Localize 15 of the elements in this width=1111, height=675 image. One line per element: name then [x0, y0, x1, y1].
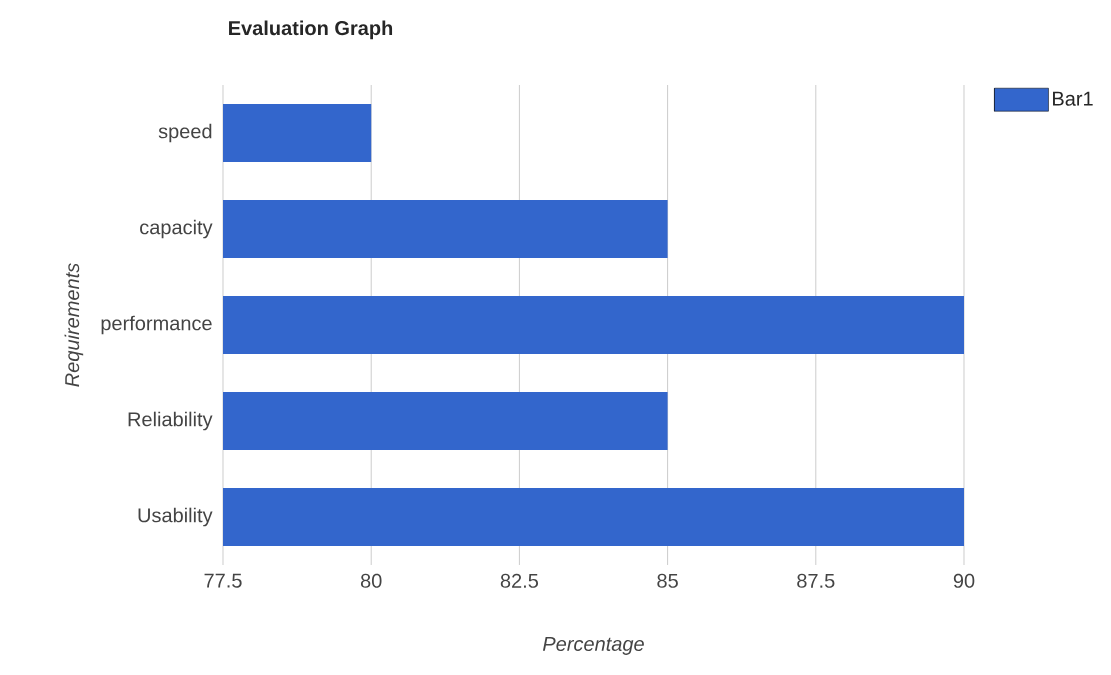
y-axis-title: Requirements	[64, 263, 84, 387]
x-axis-title: Percentage	[542, 637, 644, 655]
x-tick-label: 80	[360, 573, 382, 588]
x-tick-label: 87.5	[797, 573, 835, 588]
y-tick-label: Reliability	[128, 411, 213, 431]
x-tick-label: 82.5	[500, 573, 539, 588]
y-tick-label: Usability	[138, 507, 213, 527]
y-tick-label: speed	[158, 123, 212, 143]
y-tick-label: performance	[101, 315, 212, 335]
legend-label: Bar1	[1053, 91, 1093, 106]
x-tick-label: 77.5	[204, 573, 242, 588]
chart-title: Evaluation Graph	[229, 20, 393, 40]
y-tick-label: capacity	[140, 219, 213, 239]
x-tick-label: 85	[657, 573, 678, 588]
x-tick-label: 90	[953, 573, 975, 588]
